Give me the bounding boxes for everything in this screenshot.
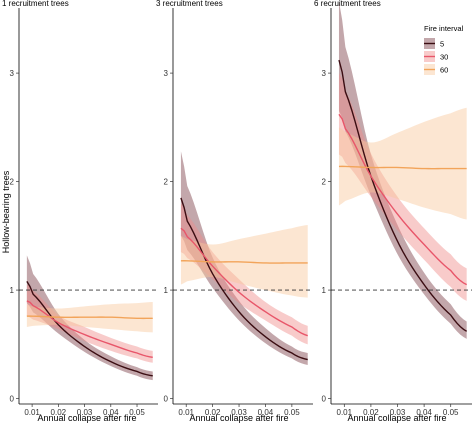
- ci-ribbon-series-30: [26, 284, 153, 363]
- x-tick-label: 0.05: [129, 408, 145, 417]
- panel-3: 6 recruitment trees 0 1 2 3 0.01 0.02 0.03 0.04 0…: [314, 0, 472, 417]
- y-axis-title: Hollow-bearing trees: [1, 170, 11, 253]
- panel-title: 1 recruitment trees: [2, 0, 69, 8]
- x-axis-title-panel-1: Annual collapse after fire: [37, 413, 136, 423]
- x-axis-title-panel-3: Annual collapse after fire: [347, 413, 446, 423]
- x-tick-label: 0.04: [416, 408, 432, 417]
- y-tick-label: 3: [10, 69, 15, 78]
- y-tick-label: 2: [10, 178, 15, 187]
- series-line-60: [180, 260, 308, 264]
- series-line-30: [338, 113, 468, 286]
- panel-2: 3 recruitment trees 0 1 2 3 0.01 0.02 0.03 0.04 0…: [156, 0, 313, 417]
- x-tick-label: 0.05: [443, 408, 459, 417]
- legend-label-60: 60: [440, 66, 448, 75]
- ci-ribbon-series-30: [180, 203, 308, 345]
- x-tick-label: 0.03: [77, 408, 93, 417]
- x-tick-label: 0.02: [205, 408, 221, 417]
- series-line-60: [338, 165, 467, 170]
- ci-ribbon-series-30: [338, 73, 467, 301]
- y-tick-label: 1: [322, 286, 327, 295]
- y-tick-label: 2: [164, 178, 169, 187]
- x-tick-label: 0.01: [24, 408, 40, 417]
- y-tick-label: 0: [164, 395, 169, 404]
- x-tick-label: 0.03: [390, 408, 406, 417]
- series-line-30: [26, 300, 153, 359]
- panels: 1 recruitment trees 0 1 2 3 0.01 0.02 0.03 0.04 0…: [2, 0, 472, 417]
- legend-label-5: 5: [440, 40, 444, 49]
- ci-ribbon-series-60: [338, 107, 467, 220]
- y-tick-label: 0: [322, 395, 327, 404]
- series-line-60: [26, 315, 153, 320]
- y-tick-label: 2: [322, 178, 327, 187]
- ci-ribbon-series-60: [180, 224, 308, 298]
- series-line-5: [180, 197, 308, 361]
- y-tick-label: 3: [164, 69, 169, 78]
- x-axis-title-panel-2: Annual collapse after fire: [189, 413, 288, 423]
- x-tick-label: 0.02: [363, 408, 379, 417]
- x-tick-label: 0.01: [178, 408, 194, 417]
- series-line-5: [338, 59, 468, 332]
- y-tick-label: 1: [10, 286, 15, 295]
- panel-title: 6 recruitment trees: [314, 0, 381, 8]
- series-line-30: [180, 227, 308, 337]
- x-tick-label: 0.03: [231, 408, 247, 417]
- series-line-5: [26, 281, 153, 377]
- y-tick-label: 3: [322, 69, 327, 78]
- y-tick-label: 0: [10, 395, 15, 404]
- panel-1: 1 recruitment trees 0 1 2 3 0.01 0.02 0.03 0.04 0…: [2, 0, 158, 417]
- panel-title: 3 recruitment trees: [156, 0, 223, 8]
- x-tick-label: 0.05: [284, 408, 300, 417]
- x-tick-label: 0.04: [103, 408, 119, 417]
- legend-label-30: 30: [440, 53, 448, 62]
- x-tick-label: 0.01: [337, 408, 353, 417]
- ci-ribbon-series-5: [338, 1, 467, 339]
- legend: Fire interval 5 30 60: [424, 24, 464, 75]
- x-tick-label: 0.02: [51, 408, 67, 417]
- legend-title: Fire interval: [424, 24, 464, 33]
- y-tick-label: 1: [164, 286, 169, 295]
- x-tick-label: 0.04: [258, 408, 274, 417]
